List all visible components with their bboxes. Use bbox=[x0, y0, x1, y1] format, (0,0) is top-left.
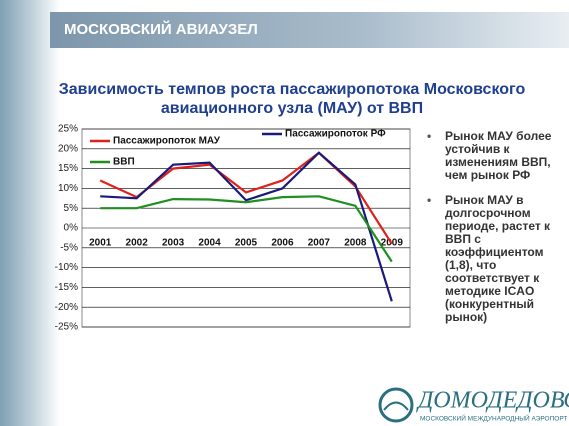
x-tick-label: 2003 bbox=[162, 238, 185, 249]
y-tick-label: 0% bbox=[64, 223, 79, 234]
y-tick-label: -5% bbox=[60, 242, 78, 253]
x-tick-label: 2005 bbox=[235, 238, 258, 249]
y-tick-label: 20% bbox=[58, 143, 78, 154]
x-tick-label: 2006 bbox=[271, 238, 294, 249]
cloud-strip bbox=[0, 0, 60, 426]
x-tick-label: 2001 bbox=[89, 238, 112, 249]
logo-icon bbox=[383, 401, 409, 411]
y-tick-label: 15% bbox=[58, 163, 78, 174]
legend-label: ВВП bbox=[113, 157, 135, 168]
x-tick-label: 2004 bbox=[198, 238, 221, 249]
logo-name: ДОМОДЕДОВО bbox=[416, 388, 569, 414]
x-tick-label: 2002 bbox=[126, 238, 149, 249]
chart-title: Зависимость темпов роста пассажиропотока… bbox=[59, 81, 526, 98]
logo-tagline: МОСКОВСКИЙ МЕЖДУНАРОДНЫЙ АЭРОПОРТ bbox=[420, 414, 567, 423]
logo: ДОМОДЕДОВО МОСКОВСКИЙ МЕЖДУНАРОДНЫЙ АЭРО… bbox=[378, 387, 569, 423]
y-tick-label: -25% bbox=[55, 322, 78, 333]
y-tick-label: -20% bbox=[55, 302, 78, 313]
x-tick-label: 2008 bbox=[344, 238, 367, 249]
header-band bbox=[50, 12, 569, 48]
y-tick-label: 5% bbox=[64, 203, 79, 214]
header-title: МОСКОВСКИЙ АВИАУЗЕЛ bbox=[64, 20, 258, 38]
y-tick-label: 10% bbox=[58, 183, 78, 194]
legend-label: Пассажиропоток РФ bbox=[285, 129, 386, 140]
chart-title: авиационного узла (МАУ) от ВВП bbox=[161, 100, 423, 117]
y-tick-label: -15% bbox=[55, 282, 78, 293]
y-tick-label: -10% bbox=[55, 262, 78, 273]
legend-label: Пассажиропоток МАУ bbox=[113, 136, 221, 147]
bullet: Рынок МАУ более устойчив к изменениям ВВ… bbox=[425, 130, 565, 182]
series-line bbox=[100, 151, 393, 302]
logo-icon bbox=[378, 387, 414, 423]
series-line bbox=[100, 195, 393, 263]
y-tick-label: 25% bbox=[58, 124, 78, 135]
x-tick-label: 2007 bbox=[308, 238, 331, 249]
bullet-list: Рынок МАУ более устойчив к изменениям ВВ… bbox=[425, 130, 565, 336]
bullet: Рынок МАУ в долгосрочном периоде, растет… bbox=[425, 194, 565, 324]
